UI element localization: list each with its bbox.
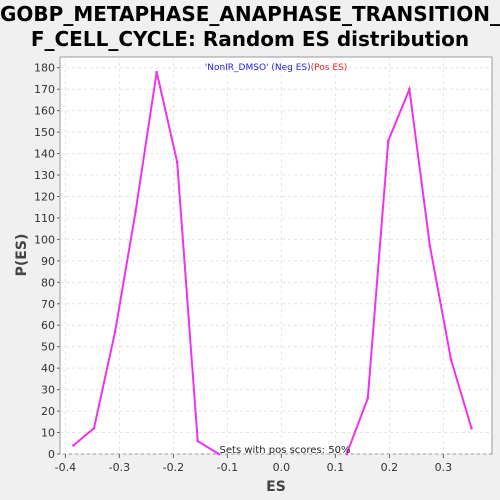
y-tick-label: 70 [41, 298, 55, 311]
series-points [72, 70, 473, 456]
x-tick-label: 0.0 [273, 461, 291, 474]
data-point [134, 210, 137, 213]
data-point [72, 444, 75, 447]
y-tick-label: 180 [34, 62, 55, 75]
series-line [72, 71, 220, 455]
grid-lines [60, 57, 492, 455]
chart-title-line-1: GOBP_METAPHASE_ANAPHASE_TRANSITION_O [0, 2, 500, 26]
data-point [470, 426, 473, 430]
x-tick-label: 0.2 [381, 461, 399, 474]
x-tick-label: -0.2 [163, 461, 184, 474]
y-tick-label: 140 [34, 148, 55, 161]
data-point [175, 160, 179, 164]
data-point [345, 452, 349, 456]
data-point [428, 244, 432, 248]
legend-neg-label: 'NonIR_DMSO' (Neg ES) [205, 63, 311, 73]
data-point [113, 330, 117, 333]
y-tick-label: 130 [34, 169, 55, 182]
data-point [92, 426, 96, 430]
y-tick-label: 60 [41, 319, 55, 332]
legend: 'NonIR_DMSO' (Neg ES)(Pos ES) [205, 63, 348, 73]
x-axis-label: ES [266, 479, 286, 495]
data-point [217, 452, 221, 456]
y-tick-label: 30 [41, 384, 55, 397]
legend-pos-label: (Pos ES) [311, 63, 348, 73]
data-point [387, 139, 390, 142]
data-point [408, 87, 411, 91]
y-tick-label: 120 [34, 190, 55, 203]
y-tick-label: 170 [34, 83, 55, 96]
pos-scores-annotation: Sets with pos scores: 50% [220, 445, 351, 456]
y-tick-label: 0 [48, 448, 55, 461]
x-tick-label: -0.1 [217, 461, 238, 474]
data-point [155, 70, 158, 74]
x-tick-label: 0.1 [327, 461, 345, 474]
y-axis-label: P(ES) [14, 234, 30, 277]
x-tick-label: 0.3 [435, 461, 453, 474]
x-tick-label: -0.4 [55, 461, 76, 474]
y-tick-label: 50 [41, 341, 55, 354]
axes: 0 10 20 30 40 50 60 70 80 90 100 110 120 130 140 150 160… [34, 62, 452, 474]
y-tick-label: 160 [34, 105, 55, 118]
y-tick-label: 90 [41, 255, 55, 268]
y-tick-label: 100 [34, 233, 55, 246]
y-tick-label: 10 [41, 427, 55, 440]
y-tick-label: 150 [34, 126, 55, 139]
data-point [366, 396, 370, 400]
y-tick-label: 80 [41, 276, 55, 289]
y-tick-label: 110 [34, 212, 55, 225]
data-point [449, 358, 453, 361]
y-tick-label: 40 [41, 362, 55, 375]
chart-title: GOBP_METAPHASE_ANAPHASE_TRANSITION_O F_C… [0, 2, 500, 52]
y-tick-label: 20 [41, 405, 55, 418]
plot-area [59, 56, 493, 455]
chart-title-line-2: F_CELL_CYCLE: Random ES distribution [30, 27, 470, 51]
data-point [196, 439, 199, 443]
x-tick-label: -0.3 [109, 461, 130, 474]
